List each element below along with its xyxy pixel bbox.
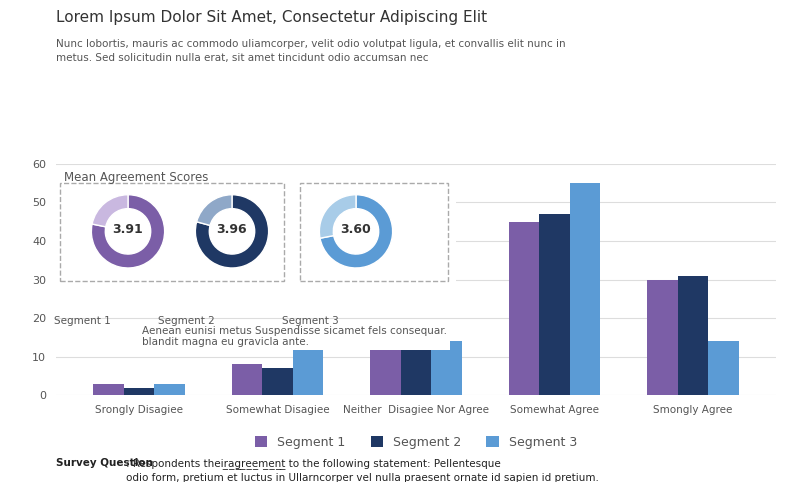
Bar [647, 280, 678, 395]
Text: 3.60: 3.60 [341, 223, 371, 236]
Bar [539, 214, 570, 395]
Text: Nunc lobortis, mauris ac commodo uliamcorper, velit odio volutpat ligula, et con: Nunc lobortis, mauris ac commodo uliamco… [56, 39, 566, 63]
Text: Lorem Ipsum Dolor Sit Amet, Consectetur Adipiscing Elit: Lorem Ipsum Dolor Sit Amet, Consectetur … [56, 10, 487, 25]
Text: Segment 2: Segment 2 [158, 316, 214, 326]
Text: Mean Agreement Scores: Mean Agreement Scores [64, 171, 208, 184]
Bar [678, 276, 708, 395]
Wedge shape [92, 195, 128, 227]
Wedge shape [320, 195, 393, 268]
Bar [401, 349, 431, 395]
Wedge shape [91, 195, 165, 268]
Text: 3.96: 3.96 [217, 223, 247, 236]
Bar [708, 341, 738, 395]
Bar [509, 222, 539, 395]
Legend: Segment 1, Segment 2, Segment 3: Segment 1, Segment 2, Segment 3 [250, 431, 582, 454]
Text: Survey Question: Survey Question [56, 458, 153, 468]
Text: Segment 3: Segment 3 [282, 316, 338, 326]
Text: Segment 1: Segment 1 [54, 316, 110, 326]
Bar [431, 341, 462, 395]
Wedge shape [319, 195, 356, 238]
Text: : Respondents their̲a̲g̲r̲e̲e̲m̲e̲n̲t̲ to the following statement: Pellentesque
: : Respondents their̲a̲g̲r̲e̲e̲m̲e̲n̲t̲ t… [126, 458, 599, 482]
Text: 3.91: 3.91 [113, 223, 143, 236]
Wedge shape [195, 195, 269, 268]
Bar [262, 368, 293, 395]
Bar [232, 364, 262, 395]
Bar [124, 388, 154, 395]
Bar [293, 349, 323, 395]
Bar [94, 384, 124, 395]
Bar [570, 183, 600, 395]
Bar [370, 345, 401, 395]
Bar [154, 384, 185, 395]
Wedge shape [197, 195, 232, 226]
Text: Aenean eunisi metus Suspendisse sicamet fels consequar.
blandit magna eu gravicl: Aenean eunisi metus Suspendisse sicamet … [142, 326, 447, 348]
